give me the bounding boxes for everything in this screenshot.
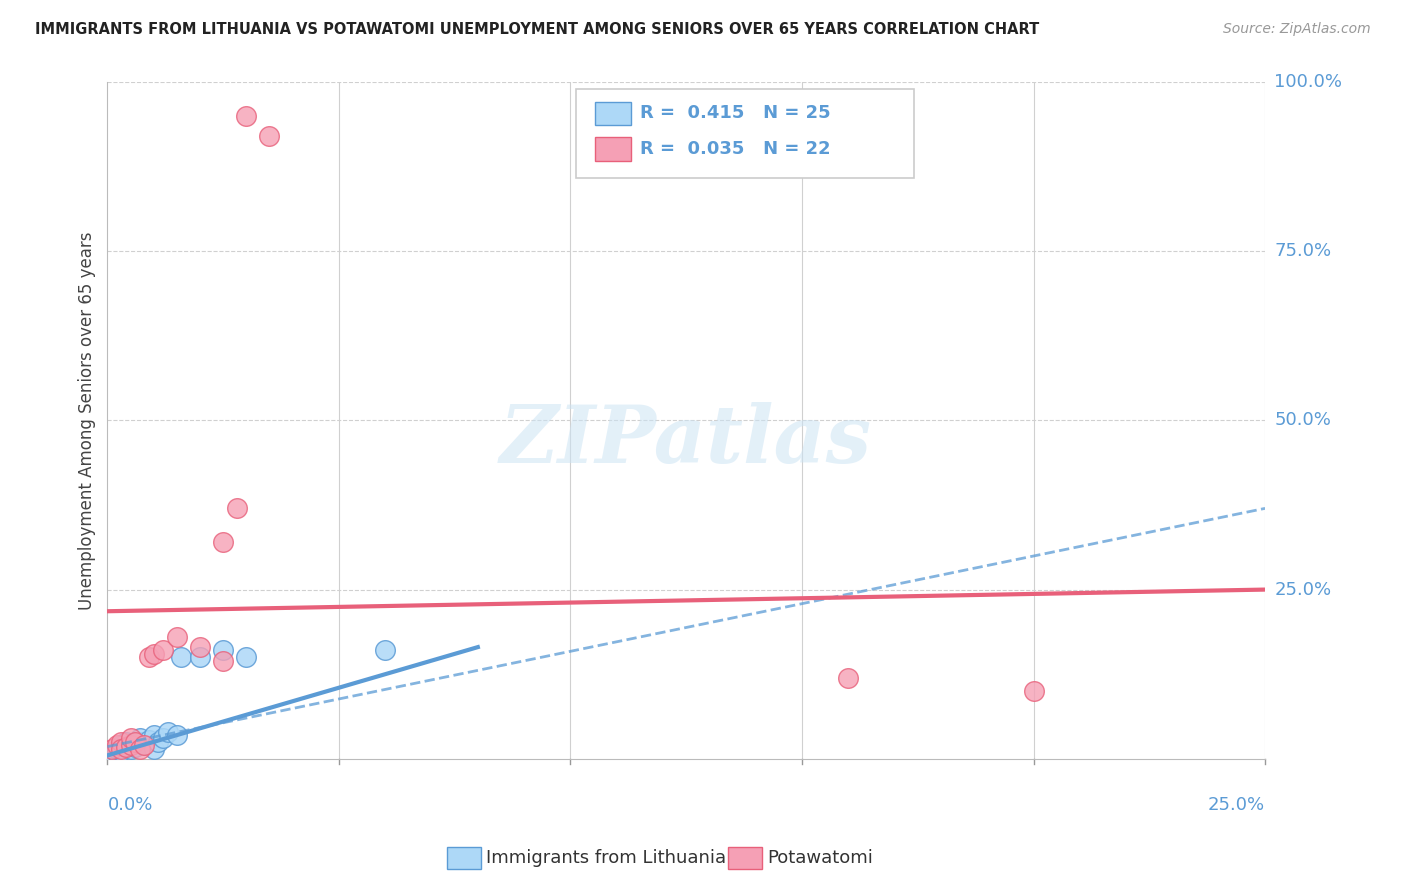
Point [110, 735, 132, 749]
Point [134, 738, 156, 752]
Point [188, 650, 211, 665]
Text: IMMIGRANTS FROM LITHUANIA VS POTAWATOMI UNEMPLOYMENT AMONG SENIORS OVER 65 YEARS: IMMIGRANTS FROM LITHUANIA VS POTAWATOMI … [35, 22, 1039, 37]
Point [134, 738, 156, 752]
Point [110, 744, 132, 758]
Text: 0.0%: 0.0% [107, 796, 153, 814]
Point [142, 741, 165, 756]
Text: 50.0%: 50.0% [1274, 411, 1331, 429]
Point [124, 735, 146, 749]
Point [235, 650, 257, 665]
Point [166, 630, 188, 644]
Text: R =  0.415   N = 25: R = 0.415 N = 25 [640, 104, 831, 122]
Point [101, 745, 124, 759]
Text: R =  0.035   N = 22: R = 0.035 N = 22 [640, 140, 831, 158]
Point [170, 650, 193, 665]
Point [152, 731, 174, 746]
Point [212, 654, 235, 668]
Point [105, 741, 128, 756]
Point [115, 739, 138, 754]
Point [101, 741, 124, 756]
Text: 25.0%: 25.0% [1274, 581, 1331, 599]
Point [120, 741, 142, 756]
Point [837, 671, 859, 685]
Point [110, 738, 132, 752]
Point [1022, 684, 1045, 698]
Point [188, 640, 211, 654]
Point [259, 129, 281, 144]
Point [156, 724, 179, 739]
Point [166, 728, 188, 742]
Point [142, 728, 165, 742]
Point [105, 738, 128, 752]
Point [148, 735, 170, 749]
Point [235, 109, 257, 123]
Y-axis label: Unemployment Among Seniors over 65 years: Unemployment Among Seniors over 65 years [79, 231, 96, 609]
Point [128, 735, 150, 749]
Point [110, 741, 132, 756]
Text: 75.0%: 75.0% [1274, 243, 1331, 260]
Point [124, 739, 146, 754]
Text: Immigrants from Lithuania: Immigrants from Lithuania [486, 849, 727, 867]
Point [142, 647, 165, 661]
Point [152, 643, 174, 657]
Text: Source: ZipAtlas.com: Source: ZipAtlas.com [1223, 22, 1371, 37]
Point [138, 732, 160, 747]
Point [212, 535, 235, 549]
Point [226, 501, 249, 516]
Point [212, 643, 235, 657]
Text: Potawatomi: Potawatomi [768, 849, 873, 867]
Text: ZIPatlas: ZIPatlas [501, 402, 872, 479]
Point [138, 650, 160, 665]
Point [115, 735, 138, 749]
Text: 100.0%: 100.0% [1274, 73, 1343, 91]
Point [120, 737, 142, 751]
Point [115, 739, 138, 754]
Point [105, 747, 128, 761]
Point [120, 731, 142, 746]
Text: 25.0%: 25.0% [1208, 796, 1265, 814]
Point [128, 731, 150, 746]
Point [128, 741, 150, 756]
Point [374, 643, 396, 657]
Point [120, 738, 142, 752]
